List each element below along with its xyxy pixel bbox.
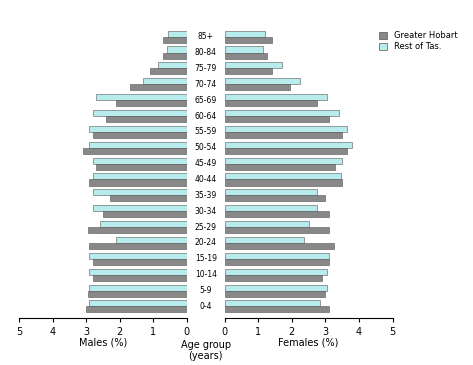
Bar [225, 148, 347, 154]
Bar [225, 46, 263, 53]
Bar [225, 259, 329, 265]
Bar [93, 173, 187, 180]
Bar [88, 227, 187, 233]
Bar [225, 84, 290, 90]
Bar [225, 195, 325, 201]
Bar [163, 36, 187, 43]
Text: 0-4: 0-4 [200, 302, 212, 311]
Bar [130, 84, 187, 90]
Bar [89, 253, 187, 259]
Text: 50-54: 50-54 [194, 143, 217, 152]
Bar [89, 126, 187, 132]
Bar [225, 110, 339, 116]
Bar [89, 300, 187, 307]
Bar [225, 227, 329, 233]
Bar [116, 100, 187, 106]
Text: 85+: 85+ [198, 32, 214, 41]
Text: 80-84: 80-84 [195, 48, 217, 57]
Bar [89, 142, 187, 148]
Bar [93, 110, 187, 116]
Text: 35-39: 35-39 [194, 191, 217, 200]
Bar [143, 78, 187, 84]
Bar [225, 211, 329, 217]
Bar [225, 243, 334, 249]
Bar [89, 269, 187, 275]
Bar [225, 94, 327, 100]
Bar [225, 269, 327, 275]
Text: 30-34: 30-34 [194, 207, 217, 216]
Bar [225, 36, 272, 43]
Bar [225, 253, 329, 259]
Text: 65-69: 65-69 [194, 96, 217, 105]
Bar [225, 291, 325, 297]
Bar [225, 31, 265, 36]
Bar [225, 164, 335, 170]
Bar [96, 164, 187, 170]
Bar [225, 116, 329, 122]
Bar [225, 205, 317, 211]
Bar [225, 275, 322, 281]
Bar [96, 94, 187, 100]
Bar [93, 189, 187, 195]
Bar [106, 116, 187, 122]
Legend: Greater Hobart, Rest of Tas.: Greater Hobart, Rest of Tas. [377, 30, 459, 53]
Bar [168, 31, 187, 36]
Bar [225, 221, 308, 227]
Text: 60-64: 60-64 [194, 111, 217, 120]
Bar [225, 158, 342, 164]
Bar [93, 158, 187, 164]
Text: 45-49: 45-49 [194, 159, 217, 168]
Text: 5-9: 5-9 [200, 286, 212, 295]
Text: 25-29: 25-29 [195, 223, 217, 232]
X-axis label: Males (%): Males (%) [79, 338, 127, 348]
Bar [225, 100, 317, 106]
Text: 10-14: 10-14 [195, 270, 217, 279]
Bar [93, 132, 187, 138]
Text: 70-74: 70-74 [194, 80, 217, 89]
Text: 75-79: 75-79 [194, 64, 217, 73]
Bar [166, 46, 187, 53]
Text: Age group
(years): Age group (years) [181, 340, 231, 361]
Bar [225, 126, 347, 132]
Bar [158, 62, 187, 68]
Bar [89, 243, 187, 249]
Bar [163, 53, 187, 58]
Bar [89, 285, 187, 291]
Bar [86, 307, 187, 312]
Text: 40-44: 40-44 [194, 175, 217, 184]
Bar [225, 142, 352, 148]
Bar [150, 68, 187, 74]
Bar [225, 237, 304, 243]
Bar [225, 300, 320, 307]
Bar [225, 173, 341, 180]
Bar [225, 68, 272, 74]
Bar [225, 53, 267, 58]
Bar [225, 62, 282, 68]
Bar [93, 275, 187, 281]
Bar [116, 237, 187, 243]
Bar [83, 148, 187, 154]
Bar [225, 132, 342, 138]
Text: 20-24: 20-24 [195, 238, 217, 247]
Bar [110, 195, 187, 201]
Bar [93, 205, 187, 211]
Bar [225, 189, 317, 195]
Text: 55-59: 55-59 [194, 127, 217, 137]
Bar [89, 180, 187, 185]
Bar [225, 285, 327, 291]
Bar [225, 78, 300, 84]
Bar [88, 291, 187, 297]
Text: 15-19: 15-19 [195, 254, 217, 263]
Bar [225, 307, 329, 312]
Bar [93, 259, 187, 265]
Bar [99, 221, 187, 227]
Bar [103, 211, 187, 217]
X-axis label: Females (%): Females (%) [279, 338, 339, 348]
Bar [225, 180, 342, 185]
